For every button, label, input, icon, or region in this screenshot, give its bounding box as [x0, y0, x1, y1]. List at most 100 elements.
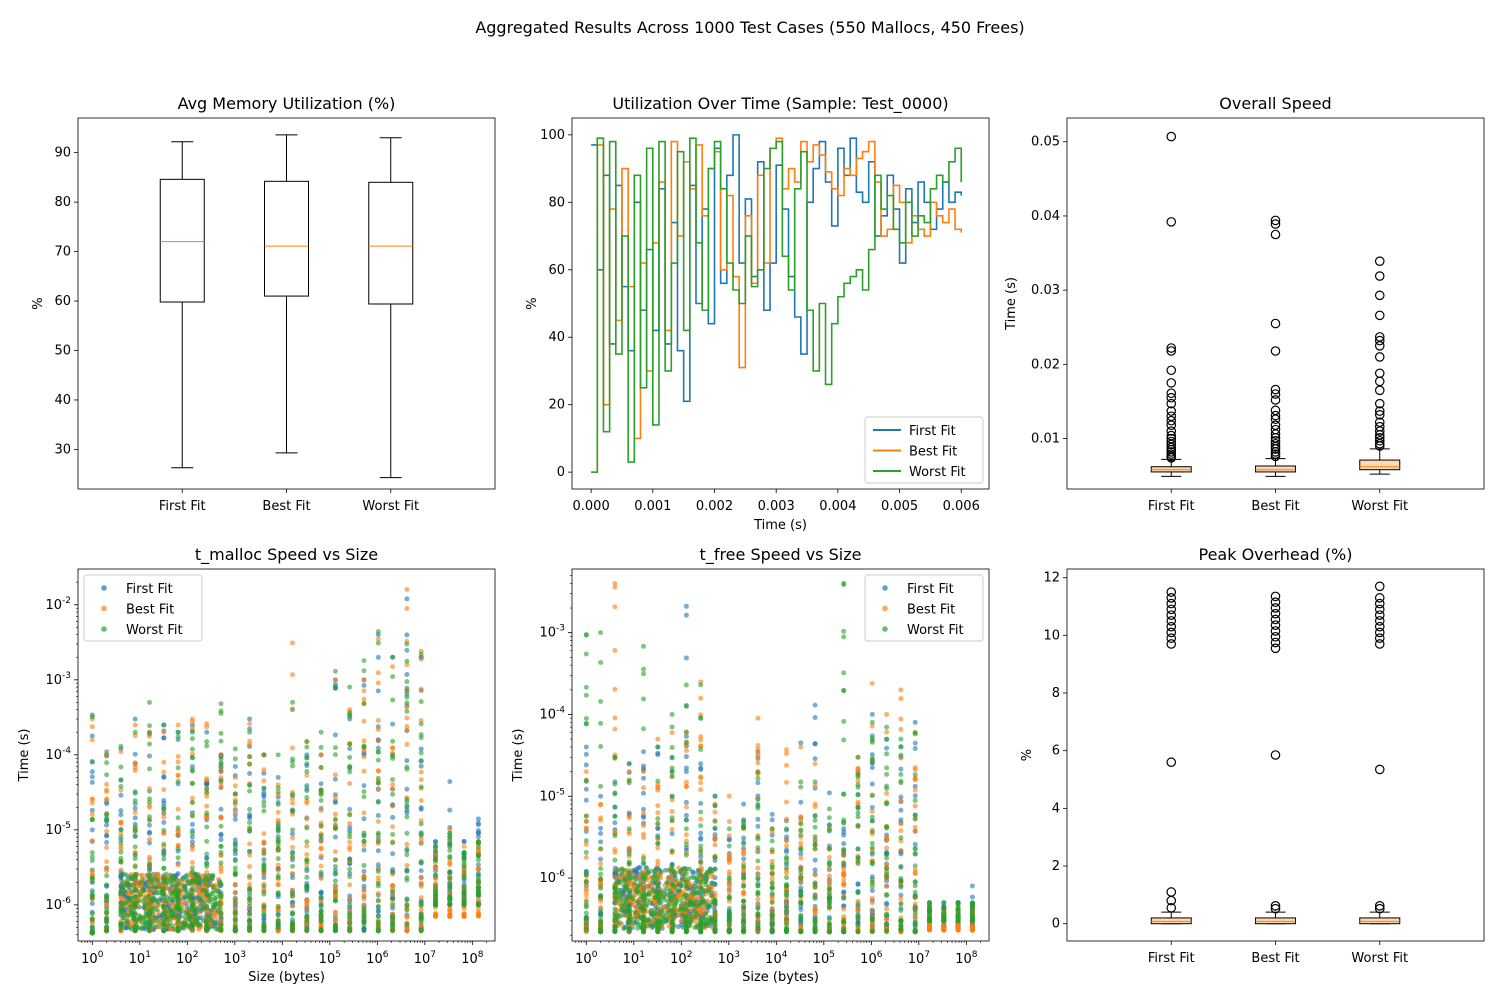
scatter-point: [261, 850, 267, 856]
scatter-point: [89, 858, 95, 864]
scatter-point-max: [247, 721, 253, 727]
scatter-point: [209, 876, 215, 882]
scatter-point: [163, 871, 169, 877]
scatter-point: [812, 756, 818, 762]
scatter-point: [404, 830, 410, 836]
scatter-point: [683, 733, 689, 739]
scatter-point-max: [247, 716, 253, 722]
scatter-point: [404, 741, 410, 747]
scatter-point: [261, 883, 267, 889]
scatter-point: [755, 752, 761, 758]
scatter-point: [211, 912, 217, 918]
scatter-point: [404, 868, 410, 874]
scatter-point: [120, 915, 126, 921]
scatter-point: [170, 890, 176, 896]
scatter-point: [318, 869, 324, 875]
scatter-point: [290, 796, 296, 802]
scatter-point: [812, 909, 818, 915]
x-tick-label: 0.001: [634, 499, 671, 514]
scatter-point: [261, 924, 267, 930]
scatter-point: [147, 741, 153, 747]
scatter-point: [318, 928, 324, 934]
scatter-point: [841, 832, 847, 838]
scatter-point-max: [841, 826, 847, 832]
scatter-point: [147, 887, 153, 893]
outlier-point: [1166, 392, 1177, 403]
plot-area: [583, 580, 975, 935]
scatter-point: [332, 918, 338, 924]
scatter-point: [120, 880, 126, 886]
scatter-point: [332, 776, 338, 782]
scatter-point: [204, 863, 210, 869]
scatter-point: [186, 907, 192, 913]
scatter-point: [669, 797, 675, 803]
scatter-point: [304, 859, 310, 865]
scatter-point: [261, 891, 267, 897]
scatter-point: [104, 873, 110, 879]
scatter-point: [361, 847, 367, 853]
scatter-point: [318, 875, 324, 881]
scatter-point: [390, 791, 396, 797]
axes-frame: [77, 117, 496, 490]
scatter-point: [475, 820, 481, 826]
scatter-point: [89, 774, 95, 780]
scatter-point: [683, 813, 689, 819]
scatter-point: [161, 865, 167, 871]
scatter-point: [433, 887, 439, 893]
scatter-point: [132, 833, 138, 839]
x-axis-label: Time (s): [753, 518, 807, 533]
x-tick-label: 101: [623, 950, 645, 967]
scatter-point: [941, 926, 947, 932]
scatter-point: [189, 834, 195, 840]
scatter-point: [218, 837, 224, 843]
scatter-point: [232, 865, 238, 871]
outlier-point: [1166, 346, 1177, 356]
scatter-point: [375, 830, 381, 836]
scatter-point: [447, 894, 453, 900]
scatter-point: [131, 882, 137, 888]
box-best-fit: [1255, 215, 1296, 477]
scatter-point: [375, 848, 381, 854]
scatter-point: [418, 777, 424, 783]
scatter-point: [104, 796, 110, 802]
scatter-point: [698, 734, 704, 740]
scatter-point: [912, 803, 918, 809]
scatter-point: [132, 798, 138, 804]
scatter-point-max: [461, 838, 467, 844]
outlier-point: [1270, 444, 1281, 454]
box-worst-fit: [368, 137, 414, 479]
scatter-point: [118, 812, 124, 818]
scatter-point: [698, 816, 704, 822]
scatter-point-max: [232, 774, 238, 780]
scatter-point: [161, 856, 167, 862]
scatter-point: [104, 845, 110, 851]
scatter-point: [375, 786, 381, 792]
scatter-point: [232, 841, 238, 847]
scatter-point: [390, 914, 396, 920]
scatter-point: [161, 814, 167, 820]
scatter-point: [447, 847, 453, 853]
scatter-point: [332, 684, 338, 690]
scatter-point: [404, 758, 410, 764]
scatter-point: [375, 757, 381, 763]
scatter-point: [390, 831, 396, 837]
scatter-point: [104, 924, 110, 930]
scatter-point: [433, 911, 439, 917]
scatter-point: [375, 898, 381, 904]
y-tick-label: 20: [548, 398, 565, 413]
scatter-point: [461, 862, 467, 868]
axes-frame: [571, 117, 990, 490]
outlier-point: [1374, 441, 1385, 451]
scatter-point: [118, 855, 124, 861]
scatter-point: [104, 909, 110, 915]
scatter-point: [175, 855, 181, 861]
x-tick-label: 0.005: [881, 499, 918, 514]
scatter-point-max: [626, 769, 632, 775]
scatter-point: [175, 765, 181, 771]
scatter-point: [390, 697, 396, 703]
scatter-point: [798, 840, 804, 846]
scatter-point: [683, 769, 689, 775]
scatter-point: [447, 855, 453, 861]
scatter-point: [247, 813, 253, 819]
scatter-point: [318, 823, 324, 829]
